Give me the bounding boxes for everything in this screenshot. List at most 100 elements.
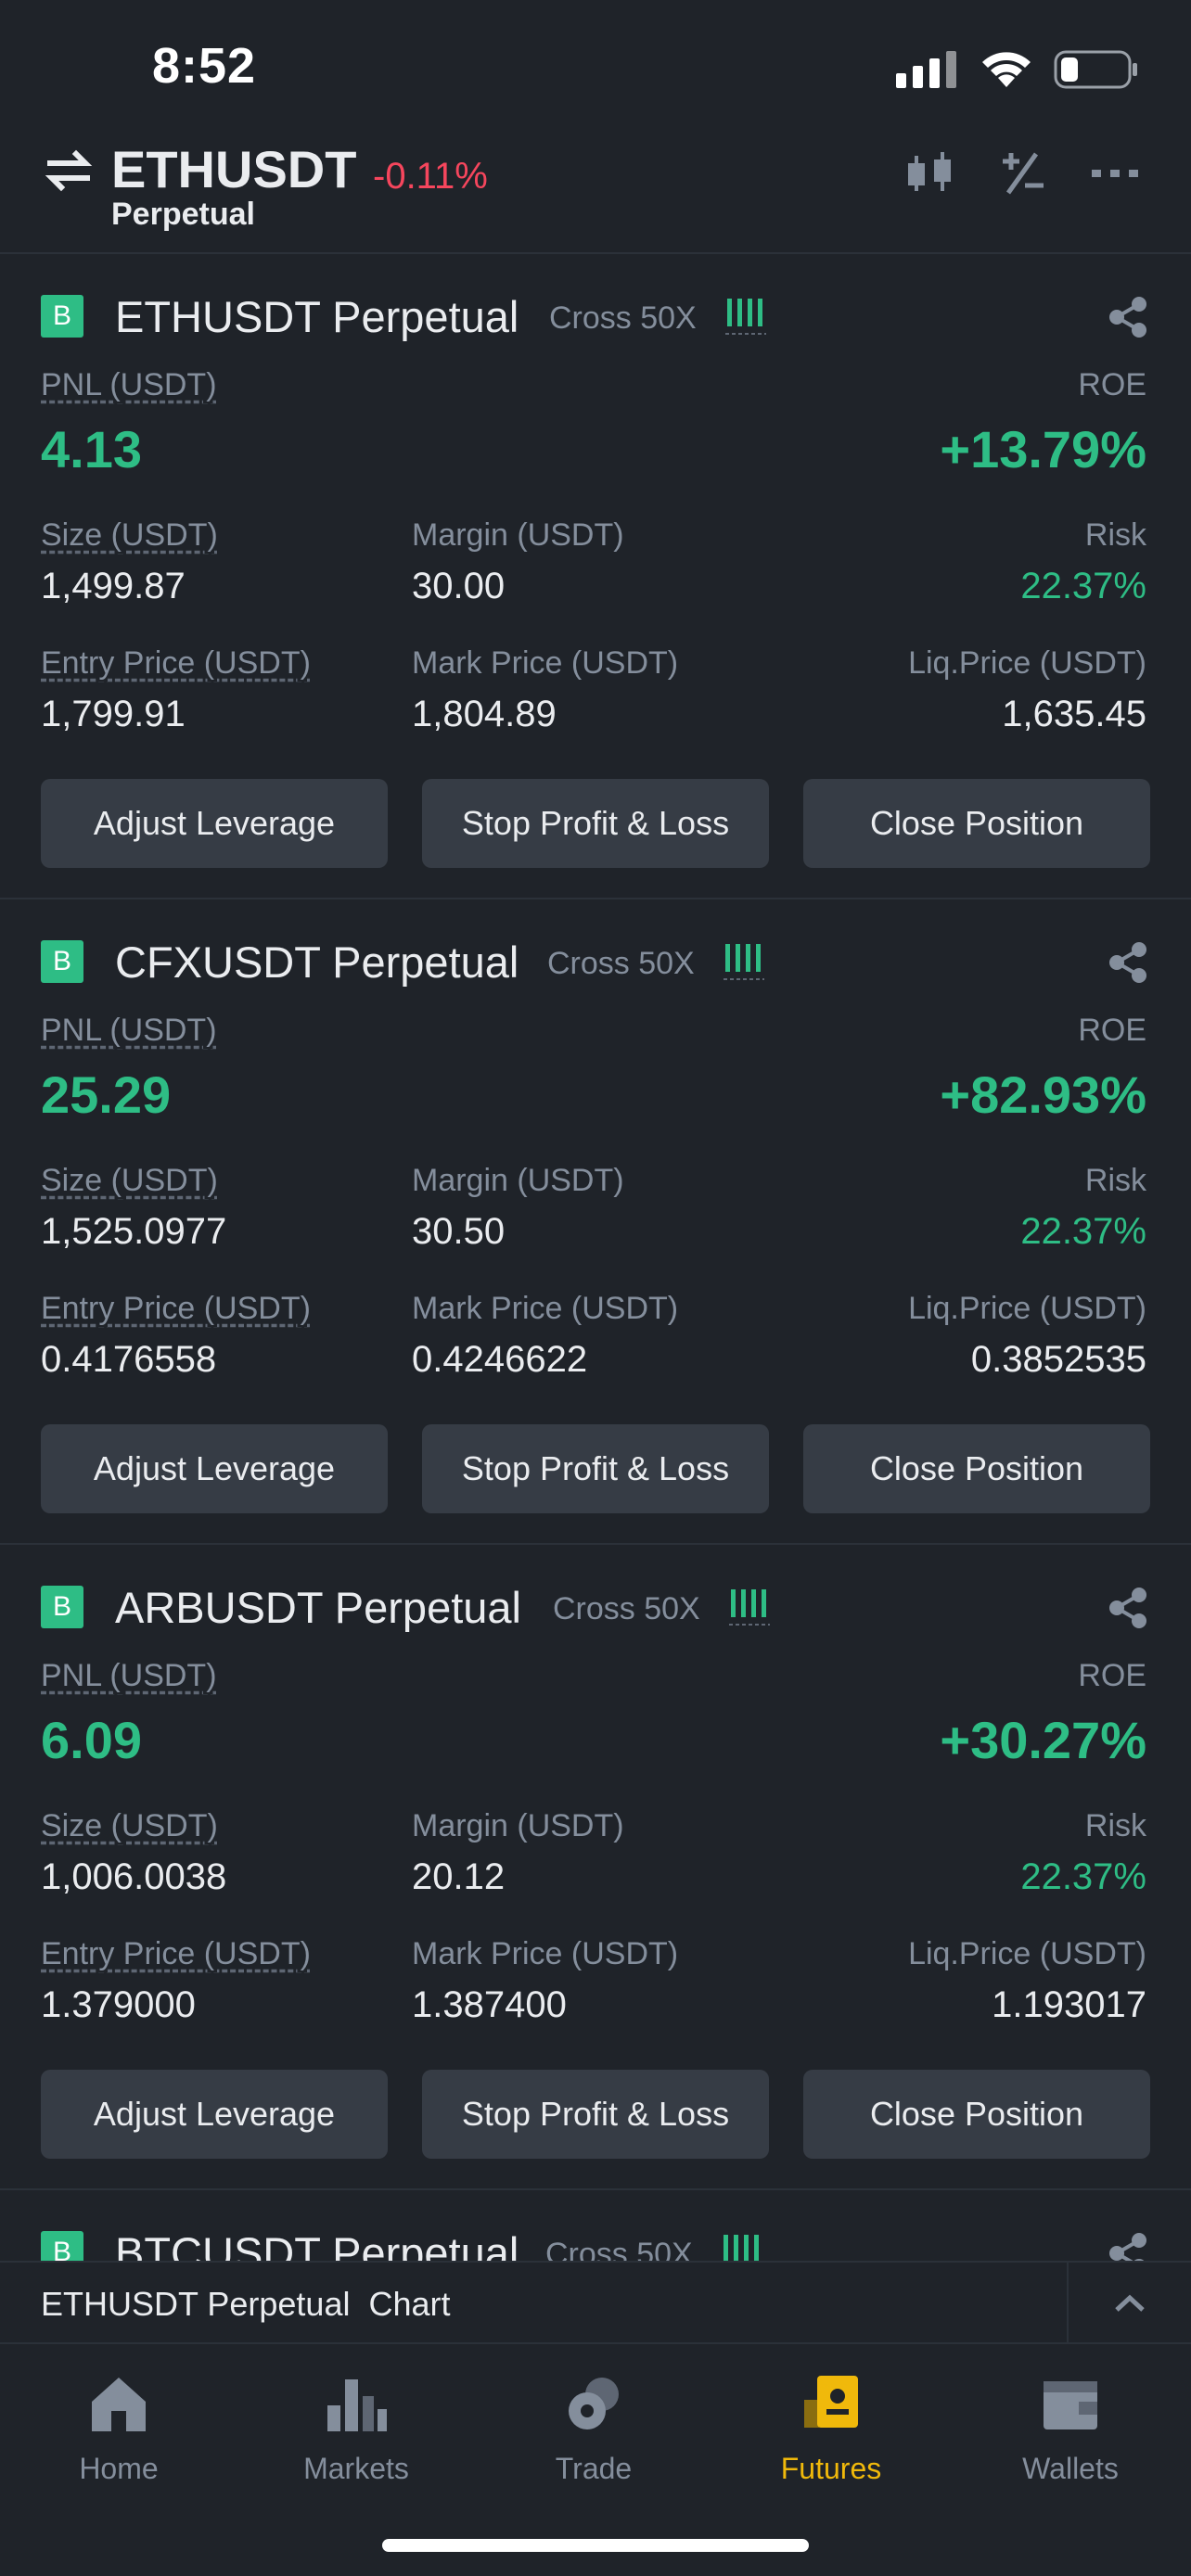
margin-label: Margin (USDT) xyxy=(412,517,624,553)
share-icon[interactable] xyxy=(1106,2231,1150,2261)
nav-futures[interactable]: Futures xyxy=(738,2372,924,2511)
leverage-bars-icon xyxy=(724,944,764,980)
cellular-signal-icon xyxy=(896,51,956,88)
margin-label: Margin (USDT) xyxy=(412,1808,624,1843)
position-symbol[interactable]: ARBUSDT Perpetual xyxy=(115,1583,521,1632)
pnl-label[interactable]: PNL (USDT) xyxy=(41,1013,217,1048)
position-card: B BTCUSDT Perpetual Cross 50X xyxy=(0,2190,1191,2261)
entry-price-value: 1,799.91 xyxy=(41,694,186,734)
position-header: B BTCUSDT Perpetual Cross 50X xyxy=(41,2216,1150,2261)
risk-label: Risk xyxy=(1084,1808,1146,1843)
header-symbol[interactable]: ETHUSDT xyxy=(111,140,357,198)
nav-home[interactable]: Home xyxy=(26,2372,211,2511)
stop-profit-loss-button[interactable]: Stop Profit & Loss xyxy=(422,779,769,868)
side-badge: B xyxy=(41,295,83,338)
home-icon xyxy=(92,2378,146,2431)
candlestick-icon[interactable] xyxy=(903,150,955,197)
risk-value: 22.37% xyxy=(1020,566,1146,606)
position-header: B ARBUSDT Perpetual Cross 50X xyxy=(41,1571,1150,1636)
nav-futures-label: Futures xyxy=(780,2452,882,2485)
position-card: B CFXUSDT Perpetual Cross 50X PNL (USDT)… xyxy=(0,899,1191,1545)
liq-price-label: Liq.Price (USDT) xyxy=(908,1291,1146,1326)
position-symbol[interactable]: CFXUSDT Perpetual xyxy=(115,937,519,987)
nav-home-label: Home xyxy=(79,2452,159,2485)
close-position-button[interactable]: Close Position xyxy=(803,1424,1150,1513)
bottom-nav: Home Markets Trade Futures xyxy=(0,2344,1191,2576)
mark-price-value: 1,804.89 xyxy=(412,694,557,734)
pnl-label[interactable]: PNL (USDT) xyxy=(41,367,217,402)
nav-markets-label: Markets xyxy=(303,2452,409,2485)
side-badge: B xyxy=(41,1586,83,1628)
position-header: B CFXUSDT Perpetual Cross 50X xyxy=(41,925,1150,990)
futures-icon xyxy=(804,2376,858,2428)
plus-minus-icon[interactable] xyxy=(996,150,1048,197)
margin-mode[interactable]: Cross 50X xyxy=(545,2237,693,2261)
more-icon[interactable] xyxy=(1089,150,1141,197)
leverage-bars-icon xyxy=(729,1589,770,1626)
wallet-icon xyxy=(1044,2381,1097,2429)
margin-mode[interactable]: Cross 50X xyxy=(549,300,697,336)
leverage-bars-icon xyxy=(725,299,766,335)
nav-wallets[interactable]: Wallets xyxy=(978,2372,1163,2511)
share-icon[interactable] xyxy=(1106,1586,1150,1630)
close-position-button[interactable]: Close Position xyxy=(803,779,1150,868)
wifi-icon xyxy=(982,52,1031,87)
status-icons xyxy=(896,48,1139,91)
status-bar: 8:52 xyxy=(0,0,1191,139)
position-card: B ARBUSDT Perpetual Cross 50X PNL (USDT)… xyxy=(0,1545,1191,2190)
header-price-change: -0.11% xyxy=(373,156,488,197)
adjust-leverage-button[interactable]: Adjust Leverage xyxy=(41,2070,388,2159)
roe-label: ROE xyxy=(1078,1013,1146,1048)
size-label[interactable]: Size (USDT) xyxy=(41,1808,218,1843)
margin-value: 30.00 xyxy=(412,566,506,606)
nav-markets[interactable]: Markets xyxy=(263,2372,449,2511)
swap-icon[interactable] xyxy=(43,145,95,197)
risk-label: Risk xyxy=(1084,1163,1146,1198)
stop-profit-loss-button[interactable]: Stop Profit & Loss xyxy=(422,1424,769,1513)
nav-trade[interactable]: Trade xyxy=(501,2372,686,2511)
roe-label: ROE xyxy=(1078,1658,1146,1693)
entry-price-label[interactable]: Entry Price (USDT) xyxy=(41,1291,311,1326)
chevron-up-icon xyxy=(1115,2294,1145,2312)
entry-price-label[interactable]: Entry Price (USDT) xyxy=(41,1936,311,1971)
margin-mode[interactable]: Cross 50X xyxy=(553,1591,700,1626)
entry-price-value: 1.379000 xyxy=(41,1984,196,2025)
status-time: 8:52 xyxy=(152,38,257,94)
position-symbol[interactable]: BTCUSDT Perpetual xyxy=(115,2228,519,2261)
side-badge: B xyxy=(41,2231,83,2261)
margin-mode[interactable]: Cross 50X xyxy=(547,946,695,981)
chart-bar-label[interactable]: ETHUSDT Perpetual Chart xyxy=(41,2285,451,2323)
close-position-button[interactable]: Close Position xyxy=(803,2070,1150,2159)
position-symbol[interactable]: ETHUSDT Perpetual xyxy=(115,292,519,341)
margin-value: 30.50 xyxy=(412,1211,506,1252)
adjust-leverage-button[interactable]: Adjust Leverage xyxy=(41,1424,388,1513)
risk-label: Risk xyxy=(1084,517,1146,553)
home-indicator xyxy=(382,2539,809,2552)
stop-profit-loss-button[interactable]: Stop Profit & Loss xyxy=(422,2070,769,2159)
share-icon[interactable] xyxy=(1106,940,1150,985)
entry-price-value: 0.4176558 xyxy=(41,1339,217,1380)
size-label[interactable]: Size (USDT) xyxy=(41,517,218,553)
share-icon[interactable] xyxy=(1106,295,1150,339)
liq-price-label: Liq.Price (USDT) xyxy=(908,1936,1146,1971)
size-value: 1,499.87 xyxy=(41,566,186,606)
leverage-bars-icon xyxy=(724,2235,759,2261)
liq-price-value: 1.193017 xyxy=(992,1984,1146,2025)
pnl-value: 25.29 xyxy=(41,1065,172,1124)
mark-price-label: Mark Price (USDT) xyxy=(412,1936,679,1971)
header-subtitle: Perpetual xyxy=(111,197,255,232)
mark-price-value: 1.387400 xyxy=(412,1984,567,2025)
adjust-leverage-button[interactable]: Adjust Leverage xyxy=(41,779,388,868)
entry-price-label[interactable]: Entry Price (USDT) xyxy=(41,645,311,681)
position-card: B ETHUSDT Perpetual Cross 50X PNL (USDT)… xyxy=(0,254,1191,899)
mark-price-value: 0.4246622 xyxy=(412,1339,588,1380)
chart-expand-toggle[interactable] xyxy=(1067,2263,1191,2344)
roe-label: ROE xyxy=(1078,367,1146,402)
chart-bar[interactable]: ETHUSDT Perpetual Chart xyxy=(0,2261,1191,2344)
header-tools xyxy=(903,150,1141,197)
pnl-label[interactable]: PNL (USDT) xyxy=(41,1658,217,1693)
size-label[interactable]: Size (USDT) xyxy=(41,1163,218,1198)
risk-value: 22.37% xyxy=(1020,1856,1146,1897)
position-header: B ETHUSDT Perpetual Cross 50X xyxy=(41,280,1150,345)
margin-value: 20.12 xyxy=(412,1856,506,1897)
